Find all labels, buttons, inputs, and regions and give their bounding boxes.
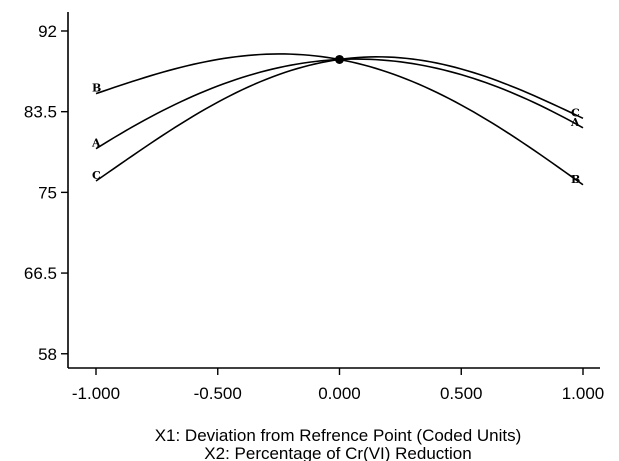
x-tick-label: -1.000 <box>72 384 120 403</box>
x-tick-label: 0.000 <box>318 384 361 403</box>
y-tick-label: 66.5 <box>24 264 57 283</box>
x-axis-subtitle: X2: Percentage of Cr(VI) Reduction <box>204 444 471 461</box>
series-curves <box>95 53 584 186</box>
series-b-label-right: B <box>571 173 580 186</box>
series-a-curve <box>95 58 584 150</box>
y-tick-label: 58 <box>38 345 57 364</box>
x-tick-label: 1.000 <box>562 384 605 403</box>
axes <box>67 12 600 369</box>
series-letters: A A B B C C <box>91 82 580 186</box>
y-tick-label: 75 <box>38 183 57 202</box>
series-a-label-right: A <box>570 116 580 129</box>
x-axis-title: X1: Deviation from Refrence Point (Coded… <box>155 426 522 445</box>
series-c-label-right: C <box>571 106 580 119</box>
series-c-label-left: C <box>92 169 101 182</box>
x-tick-label: -0.500 <box>194 384 242 403</box>
y-tick-label: 92 <box>38 22 57 41</box>
reference-point-marker <box>335 54 344 64</box>
y-tick-label: 83.5 <box>24 103 57 122</box>
series-a-label-left: A <box>91 137 101 150</box>
series-b-curve <box>95 53 584 186</box>
x-ticks: -1.000 -0.500 0.000 0.500 1.000 <box>72 368 604 403</box>
series-b-label-left: B <box>92 82 101 95</box>
y-ticks: 58 66.5 75 83.5 92 <box>24 22 68 364</box>
x-tick-label: 0.500 <box>440 384 483 403</box>
series-c-curve <box>95 56 584 182</box>
